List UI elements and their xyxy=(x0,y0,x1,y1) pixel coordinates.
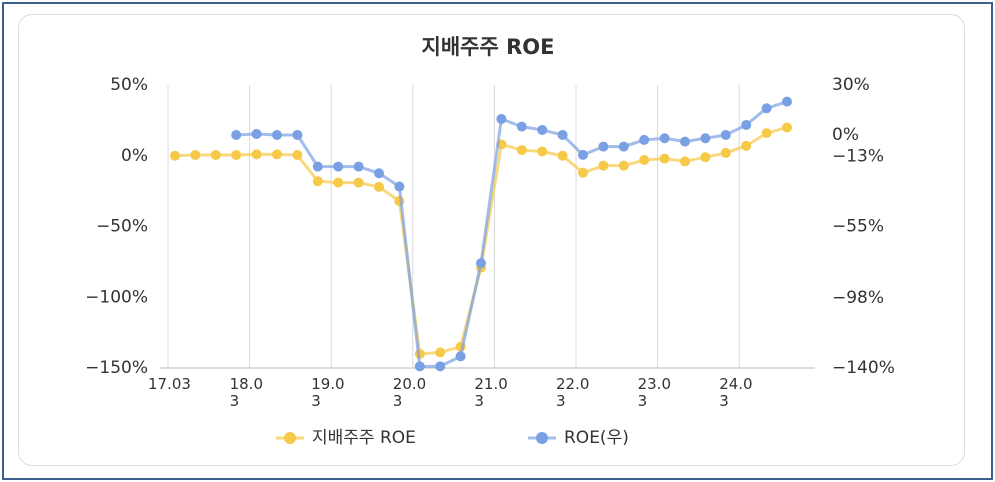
data-point xyxy=(618,160,629,171)
data-point xyxy=(598,160,609,171)
data-point xyxy=(659,153,670,164)
x-tick-label: 24.03 xyxy=(719,375,753,410)
data-point xyxy=(782,96,792,107)
data-point xyxy=(639,154,650,165)
data-point xyxy=(557,150,568,161)
data-point xyxy=(496,113,507,124)
data-point xyxy=(720,129,731,140)
data-point xyxy=(659,133,670,144)
data-point xyxy=(618,141,629,152)
y2-tick-label: −140% xyxy=(832,358,895,378)
x-tick-label: 20.03 xyxy=(392,375,427,410)
x-tick-label: 22.03 xyxy=(556,375,590,410)
y-tick-label: −100% xyxy=(85,287,148,307)
data-point xyxy=(639,134,650,145)
chart-card xyxy=(18,14,965,466)
x-tick-label: 19.03 xyxy=(311,375,345,410)
y-tick-label: −150% xyxy=(85,358,148,378)
y-tick-label: −50% xyxy=(96,217,148,237)
data-point xyxy=(251,149,262,160)
data-point xyxy=(516,121,527,132)
data-point xyxy=(190,150,201,161)
series-line xyxy=(236,100,788,368)
legend-marker xyxy=(284,432,296,444)
x-tick-label: 18.03 xyxy=(229,375,263,410)
data-point xyxy=(435,361,446,372)
data-point xyxy=(170,150,180,161)
data-point xyxy=(414,361,425,372)
data-point xyxy=(333,177,344,188)
data-point xyxy=(251,128,262,139)
y2-tick-label: 0% xyxy=(832,125,859,145)
data-point xyxy=(312,161,323,172)
x-tick-label: 21.03 xyxy=(474,375,508,410)
data-point xyxy=(353,161,364,172)
data-point xyxy=(700,152,711,163)
data-point xyxy=(312,176,323,187)
data-point xyxy=(741,140,752,151)
legend-label: ROE(우) xyxy=(564,428,629,448)
data-point xyxy=(578,149,588,160)
data-point xyxy=(680,156,690,167)
data-point xyxy=(761,128,772,139)
data-point xyxy=(231,150,242,161)
data-point xyxy=(557,129,568,140)
y2-tick-label: 30% xyxy=(832,75,870,95)
data-point xyxy=(272,149,282,160)
data-point xyxy=(374,168,384,179)
data-point xyxy=(598,141,609,152)
y-tick-label: 0% xyxy=(121,146,148,166)
data-point xyxy=(333,161,344,172)
y2-tick-label: −13% xyxy=(832,147,884,167)
data-point xyxy=(292,150,303,161)
x-tick-label: 23.03 xyxy=(637,375,671,410)
data-point xyxy=(700,133,711,144)
data-point xyxy=(578,167,588,178)
legend-marker xyxy=(536,432,548,444)
data-point xyxy=(741,119,752,130)
data-point xyxy=(210,150,221,161)
y-tick-label: 50% xyxy=(110,75,148,95)
data-point xyxy=(374,181,384,192)
chart-title: 지배주주 ROE xyxy=(422,35,555,59)
data-point xyxy=(394,181,405,192)
data-point xyxy=(455,351,466,362)
y2-tick-label: −55% xyxy=(832,217,884,237)
data-point xyxy=(292,129,303,140)
data-point xyxy=(761,103,772,114)
series-line xyxy=(174,126,788,356)
data-point xyxy=(537,146,548,157)
data-point xyxy=(272,129,282,140)
data-point xyxy=(353,177,364,188)
data-point xyxy=(782,122,792,133)
x-tick-label: 17.03 xyxy=(148,375,191,393)
data-point xyxy=(720,147,731,158)
data-point xyxy=(476,258,486,269)
y2-tick-label: −98% xyxy=(832,288,884,308)
data-point xyxy=(231,129,242,140)
data-point xyxy=(537,124,548,135)
data-point xyxy=(680,136,690,147)
data-point xyxy=(435,347,446,358)
data-point xyxy=(516,145,527,156)
legend-label: 지배주주 ROE xyxy=(312,428,416,448)
